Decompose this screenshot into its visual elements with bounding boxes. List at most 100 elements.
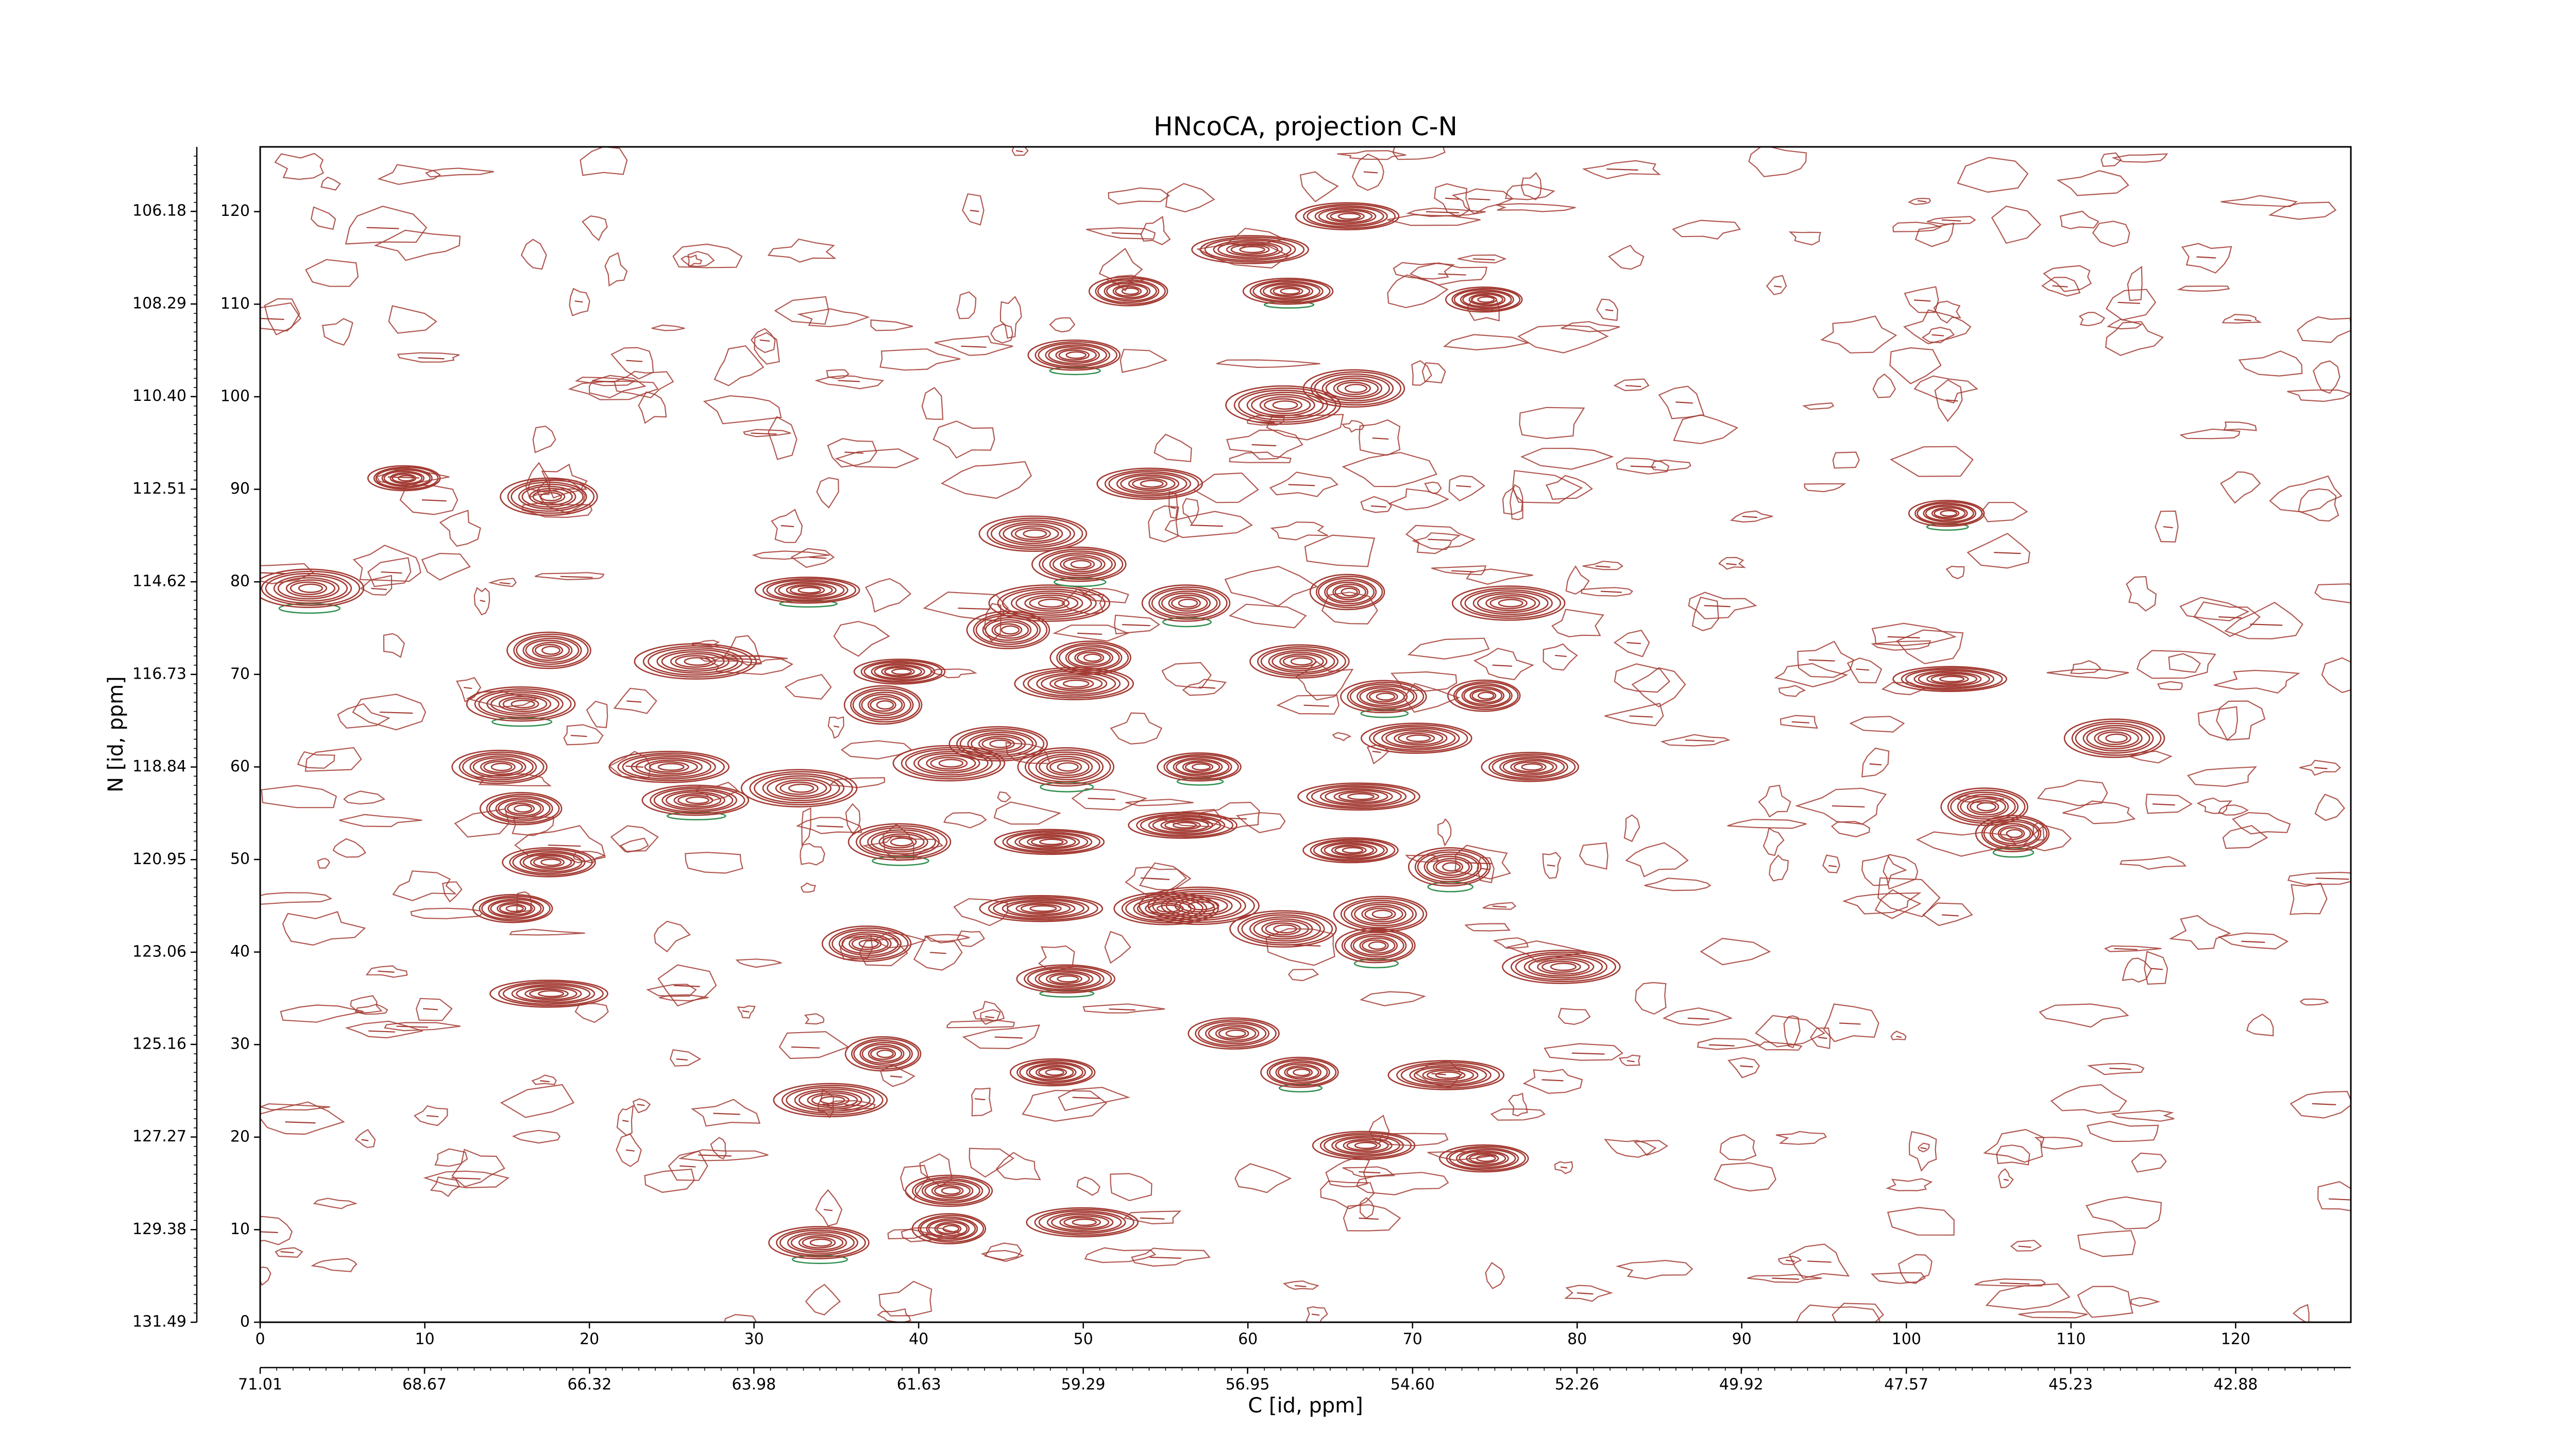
contour-ring	[1104, 281, 1157, 302]
noise-contour	[1600, 591, 1622, 593]
noise-contour	[434, 1148, 468, 1167]
x-axis-label: C [id, ppm]	[1248, 1394, 1363, 1418]
noise-contour	[1918, 1142, 1930, 1153]
contour-ring	[1989, 821, 2040, 847]
noise-contour	[1596, 298, 1618, 321]
contour-ring	[1341, 587, 1358, 597]
noise-contour	[1922, 902, 1973, 926]
contour-ring	[1297, 782, 1420, 811]
peak	[848, 823, 952, 866]
noise-contour	[1778, 1255, 1802, 1266]
contour-ring	[1426, 855, 1472, 878]
peak	[1113, 891, 1219, 925]
noise-contour	[274, 153, 325, 180]
contour-ring	[913, 751, 989, 776]
noise-contour	[1808, 659, 1835, 662]
contour-ring	[1218, 1027, 1249, 1039]
noise-contour	[1247, 415, 1285, 426]
contour-ring	[1282, 655, 1316, 668]
contour-ring	[1272, 400, 1298, 410]
contour-ring	[1332, 583, 1366, 601]
x2-tick-label: 47.57	[1884, 1376, 1928, 1394]
noise-contour	[613, 687, 657, 714]
contour-ring	[749, 771, 853, 805]
noise-contour	[1104, 931, 1131, 964]
noise-contour	[632, 1098, 651, 1114]
contour-ring	[1537, 959, 1590, 975]
contour-ring	[1442, 862, 1461, 872]
noise-contour	[1509, 484, 1523, 520]
peak	[1438, 1144, 1529, 1173]
noise-contour	[791, 1046, 820, 1049]
contour-ring	[1251, 394, 1315, 416]
contour-ring	[1330, 211, 1365, 222]
y-tick-label: 30	[230, 1035, 250, 1053]
contour-ring	[1334, 585, 1360, 599]
noise-contour	[995, 1152, 1041, 1181]
noise-contour	[352, 694, 427, 731]
noise-contour	[879, 348, 961, 371]
noise-contour	[1687, 1017, 1710, 1020]
contour-ring	[971, 734, 1026, 754]
noise-contour	[1896, 1036, 1902, 1038]
noise-contour	[817, 825, 843, 828]
noise-contour	[1755, 1015, 1826, 1048]
peak	[489, 980, 608, 1008]
noise-contour	[651, 324, 685, 331]
noise-contour	[368, 1030, 395, 1033]
noise-contour	[1131, 1248, 1211, 1267]
noise-contour	[2109, 1068, 2131, 1070]
contour-ring	[511, 481, 587, 512]
noise-contour	[378, 970, 395, 973]
contour-ring	[635, 757, 703, 777]
y2-tick-label: 129.38	[132, 1220, 187, 1238]
contour-ring	[1481, 752, 1580, 782]
contour-ring	[776, 1227, 866, 1258]
contour-ring	[1326, 581, 1368, 602]
contour-ring	[874, 664, 925, 679]
noise-contour	[1832, 451, 1860, 469]
noise-contour	[1288, 484, 1315, 486]
contour-ring	[1975, 815, 2050, 852]
noise-contour	[1908, 1131, 1937, 1172]
noise-contour	[1606, 168, 1638, 171]
contour-ring	[851, 937, 882, 950]
contour-ring	[1062, 679, 1090, 688]
contour-ring	[1003, 523, 1063, 544]
noise-contour	[1581, 587, 1634, 597]
contour-ring	[1521, 763, 1544, 771]
x-tick-label: 80	[1567, 1330, 1587, 1349]
noise-contour	[1551, 609, 1604, 637]
noise-contour	[1595, 565, 1611, 568]
noise-contour	[1839, 1022, 1861, 1025]
noise-contour	[415, 998, 453, 1021]
noise-contour	[275, 1247, 303, 1258]
noise-contour	[2037, 780, 2108, 806]
contour-ring	[928, 1220, 970, 1238]
noise-contour	[1747, 1274, 1822, 1283]
contour-ring	[1940, 510, 1957, 517]
noise-contour	[488, 578, 517, 587]
peak	[768, 1226, 870, 1265]
contour-ring	[1041, 674, 1108, 694]
peak	[1387, 1060, 1505, 1090]
contour-ring	[1027, 339, 1121, 371]
contour-ring	[1290, 657, 1313, 666]
noise-contour	[2241, 940, 2265, 943]
contour-ring	[392, 473, 417, 483]
noise-contour	[1818, 1037, 1827, 1039]
contour-ring	[1313, 840, 1388, 861]
contour-ring	[1002, 899, 1084, 918]
noise-contour	[690, 1099, 761, 1127]
noise-contour	[767, 238, 837, 263]
noise-contour	[1216, 359, 1320, 368]
contour-ring	[265, 572, 352, 604]
noise-contour	[2234, 319, 2251, 322]
noise-contour	[2056, 170, 2129, 196]
contour-ring	[1335, 1137, 1393, 1154]
noise-contour	[1996, 1144, 2030, 1166]
noise-contour	[2314, 794, 2345, 821]
contour-ring	[532, 490, 566, 503]
noise-contour	[1140, 877, 1163, 880]
contour-ring	[499, 903, 527, 914]
